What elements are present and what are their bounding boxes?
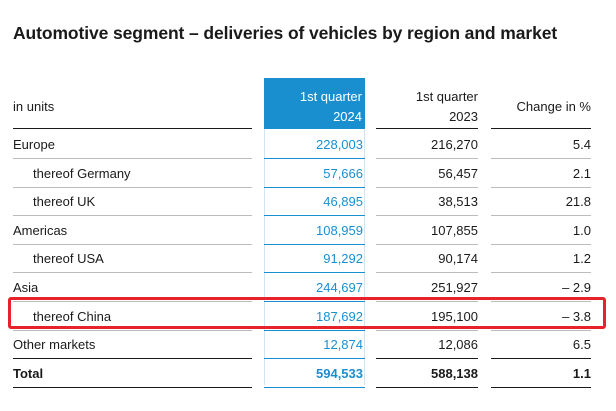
cell-q1-2023: 251,927 (431, 280, 478, 295)
cell-q1-2024: 12,874 (323, 337, 363, 353)
row-separator (491, 244, 591, 245)
row-separator (264, 301, 365, 302)
row-separator (13, 215, 252, 216)
table-row: Total 594,533 588,138 1.1 (0, 359, 616, 387)
row-label: Americas (13, 222, 68, 238)
unit-label: in units (13, 99, 55, 114)
row-separator (491, 330, 591, 331)
row-separator (491, 301, 591, 302)
cell-q1-2024: 228,003 (316, 137, 363, 152)
row-separator (13, 387, 252, 388)
row-label: thereof Germany (33, 165, 131, 181)
row-separator (491, 272, 591, 273)
cell-q1-2023: 195,100 (431, 308, 478, 324)
cell-q1-2024: 108,959 (316, 222, 363, 238)
header-q1-2024: 1st quarter 2024 (264, 78, 365, 128)
row-label: thereof USA (33, 251, 104, 267)
row-separator (264, 215, 365, 216)
row-label: Total (13, 365, 44, 381)
cell-change: 1.0 (572, 222, 591, 238)
header-change: Change in % (516, 99, 591, 114)
cell-q1-2023: 588,138 (431, 365, 478, 381)
cell-q1-2023: 90,174 (438, 251, 478, 267)
header-q1-2024-line1: 1st quarter (299, 89, 362, 104)
table-row: thereof USA 91,292 90,174 1.2 (0, 244, 616, 272)
row-separator (13, 187, 252, 188)
header-rule-current (264, 128, 365, 129)
row-label: thereof UK (33, 194, 96, 210)
row-separator (491, 215, 591, 216)
cell-change: 5.4 (572, 137, 591, 152)
row-separator (264, 187, 365, 188)
table-title: Automotive segment – deliveries of vehic… (13, 23, 558, 43)
cell-change: 21.8 (565, 194, 591, 210)
cell-q1-2023: 12,086 (438, 337, 478, 353)
row-label: Other markets (13, 337, 96, 353)
row-separator (264, 358, 365, 359)
cell-change: – 2.9 (562, 280, 591, 295)
row-separator (264, 244, 365, 245)
header-q1-2023-line2: 2023 (449, 109, 478, 124)
row-separator (491, 158, 591, 159)
row-separator (376, 215, 478, 216)
row-separator (376, 187, 478, 188)
table-row: Asia 244,697 251,927 – 2.9 (0, 273, 616, 301)
row-separator (264, 330, 365, 331)
cell-change: 1.1 (572, 365, 591, 381)
header-q1-2023-line1: 1st quarter (415, 89, 478, 104)
row-label: thereof China (33, 308, 112, 324)
row-separator (376, 387, 478, 388)
table-row: thereof Germany 57,666 56,457 2.1 (0, 159, 616, 187)
row-separator (264, 387, 365, 388)
row-separator (13, 301, 252, 302)
row-separator (13, 158, 252, 159)
row-separator (491, 358, 591, 359)
table-row: thereof China 187,692 195,100 – 3.8 (0, 302, 616, 330)
cell-change: 2.1 (572, 165, 591, 181)
row-separator (264, 158, 365, 159)
row-label: Europe (13, 137, 55, 152)
row-separator (13, 330, 252, 331)
row-separator (376, 272, 478, 273)
header-rule-label (13, 128, 252, 129)
cell-change: 6.5 (572, 337, 591, 353)
cell-q1-2024: 244,697 (316, 280, 363, 295)
row-separator (264, 272, 365, 273)
cell-q1-2024: 594,533 (316, 365, 363, 381)
row-separator (491, 187, 591, 188)
row-separator (376, 158, 478, 159)
cell-q1-2024: 187,692 (316, 308, 363, 324)
table-row: Americas 108,959 107,855 1.0 (0, 216, 616, 244)
cell-q1-2023: 107,855 (431, 222, 478, 238)
header-q1-2023: 1st quarter 2023 (376, 87, 478, 127)
row-separator (13, 244, 252, 245)
current-quarter-column (264, 78, 365, 385)
row-separator (376, 244, 478, 245)
highlight-box-china (8, 297, 606, 329)
row-label: Asia (13, 280, 39, 295)
row-separator (491, 387, 591, 388)
header-q1-2024-line2: 2024 (333, 109, 362, 124)
table-row: Other markets 12,874 12,086 6.5 (0, 330, 616, 358)
header-rule-prior (376, 128, 478, 129)
cell-q1-2023: 216,270 (431, 137, 478, 152)
cell-q1-2024: 91,292 (323, 251, 363, 267)
cell-change: 1.2 (572, 251, 591, 267)
row-separator (13, 358, 252, 359)
cell-q1-2024: 46,895 (323, 194, 363, 210)
table-row: thereof UK 46,895 38,513 21.8 (0, 187, 616, 215)
row-separator (13, 272, 252, 273)
cell-q1-2023: 56,457 (438, 165, 478, 181)
row-separator (376, 330, 478, 331)
cell-q1-2023: 38,513 (438, 194, 478, 210)
row-separator (376, 358, 478, 359)
cell-q1-2024: 57,666 (323, 165, 363, 181)
header-rule-change (491, 128, 591, 129)
table-row: Europe 228,003 216,270 5.4 (0, 130, 616, 158)
row-separator (376, 301, 478, 302)
cell-change: – 3.8 (562, 308, 591, 324)
